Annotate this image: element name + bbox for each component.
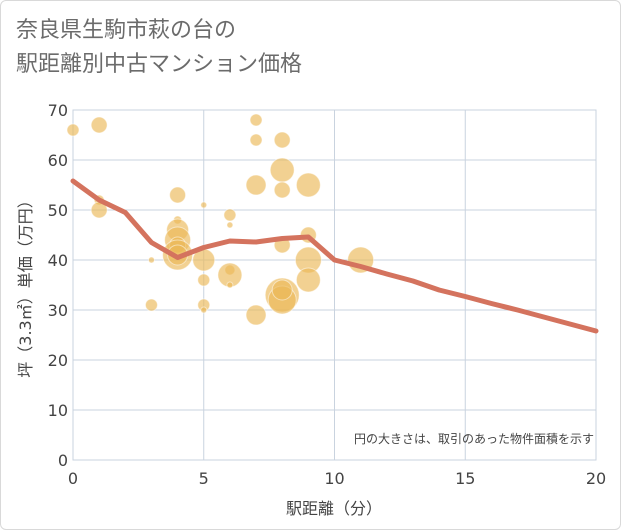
data-bubble [223,208,237,222]
data-bubble [90,116,108,134]
data-bubble [295,267,321,293]
chart-title: 奈良県生駒市萩の台の 駅距離別中古マンション価格 [16,14,302,82]
x-tick-label: 10 [324,469,344,488]
data-bubble [271,279,293,301]
y-tick-label: 30 [48,301,68,320]
data-bubble [273,131,291,149]
data-bubble [144,298,158,312]
size-note: 円の大きさは、取引のあった物件面積を示す [354,431,594,446]
data-bubble [249,113,263,127]
x-axis-label: 駅距離（分） [286,499,382,518]
trend-line [70,178,599,334]
y-tick-label: 20 [48,351,68,370]
chart-title-line1: 奈良県生駒市萩の台の [16,18,237,43]
data-bubble [197,273,211,287]
data-bubble [295,172,321,198]
data-bubble [245,304,267,326]
y-tick-label: 50 [48,201,68,220]
data-bubble [269,157,295,183]
x-tick-label: 0 [68,469,78,488]
data-bubble [147,256,155,264]
data-bubble [226,281,234,289]
data-bubble [169,186,187,204]
data-bubble [200,201,208,209]
x-tick-label: 15 [455,469,475,488]
y-tick-label: 70 [48,101,68,120]
y-tick-label: 60 [48,151,68,170]
y-axis-label: 坪（3.3㎡）単価（万円） [16,192,35,377]
chart-title-line2: 駅距離別中古マンション価格 [16,52,303,77]
data-bubble [249,133,263,147]
bubble-series [66,113,375,326]
x-tick-label: 5 [199,469,209,488]
y-tick-label: 10 [48,401,68,420]
grid-lines [72,109,597,461]
trend-series [70,178,599,334]
y-tick-label: 0 [58,451,68,470]
data-bubble [66,123,80,137]
data-bubble [245,174,267,196]
x-tick-label: 20 [586,469,606,488]
data-bubble [226,221,234,229]
data-bubble [273,181,291,199]
data-bubble [200,306,208,314]
axis-ticks: 0 10 20 30 40 50 60 70 0 5 10 15 20 [48,101,607,488]
y-tick-label: 40 [48,251,68,270]
